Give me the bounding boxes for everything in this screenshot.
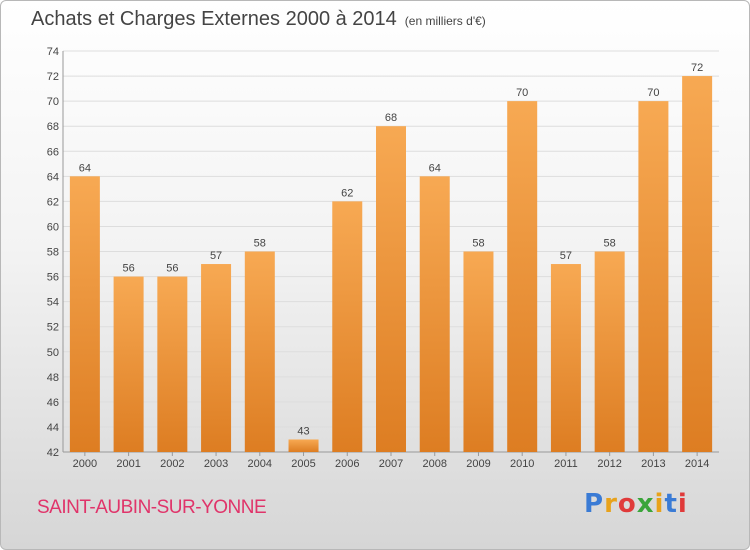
data-label: 70: [516, 87, 528, 99]
y-tick-label: 50: [47, 347, 59, 359]
x-tick-label: 2011: [554, 458, 578, 470]
y-tick-label: 66: [47, 146, 59, 158]
y-tick-label: 70: [47, 96, 59, 108]
y-tick-label: 46: [47, 397, 59, 409]
bar: [201, 264, 232, 452]
y-tick-label: 44: [47, 422, 59, 434]
y-tick-label: 48: [47, 372, 59, 384]
data-label: 58: [604, 238, 616, 250]
logo-letter: t: [664, 489, 678, 519]
bar: [594, 251, 625, 452]
y-tick-label: 52: [47, 322, 59, 334]
chart-title: Achats et Charges Externes 2000 à 2014 (e…: [31, 8, 486, 31]
y-tick-label: 54: [47, 297, 59, 309]
bar: [244, 251, 275, 452]
logo-letter: x: [636, 489, 655, 519]
data-label: 64: [79, 162, 91, 174]
x-tick-label: 2010: [510, 458, 534, 470]
data-label: 62: [341, 187, 353, 199]
logo-letter: o: [617, 489, 637, 519]
x-tick-label: 2005: [291, 458, 315, 470]
data-label: 70: [647, 87, 659, 99]
data-label: 64: [429, 162, 441, 174]
data-label: 57: [210, 250, 222, 262]
y-tick-label: 62: [47, 196, 59, 208]
x-tick-label: 2014: [685, 458, 709, 470]
y-tick-label: 60: [47, 221, 59, 233]
bar: [157, 276, 188, 452]
x-tick-label: 2013: [641, 458, 665, 470]
logo-letter: i: [654, 489, 665, 519]
y-tick-label: 56: [47, 272, 59, 284]
bar: [69, 176, 100, 452]
data-label: 56: [122, 263, 134, 275]
x-tick-label: 2003: [204, 458, 228, 470]
commune-name: SAINT-AUBIN-SUR-YONNE: [37, 497, 267, 518]
x-tick-label: 2001: [116, 458, 140, 470]
data-label: 72: [691, 62, 703, 74]
data-label: 68: [385, 112, 397, 124]
bar: [332, 201, 363, 452]
y-tick-label: 74: [47, 46, 59, 58]
x-tick-label: 2007: [379, 458, 403, 470]
bar: [463, 251, 494, 452]
x-tick-label: 2008: [422, 458, 446, 470]
chart-subtitle: (en milliers d'€): [404, 14, 486, 28]
y-tick-label: 42: [47, 447, 59, 459]
bar: [288, 439, 319, 452]
bar: [113, 276, 144, 452]
bar: [550, 264, 581, 452]
bar: [376, 126, 406, 452]
y-tick-label: 72: [47, 71, 59, 83]
data-label: 56: [166, 263, 178, 275]
data-label: 43: [297, 425, 309, 437]
bar: [638, 101, 669, 452]
y-tick-label: 64: [47, 171, 59, 183]
x-tick-label: 2004: [248, 458, 272, 470]
logo-letter: r: [604, 489, 618, 519]
y-tick-label: 58: [47, 247, 59, 259]
bar: [507, 101, 538, 452]
x-tick-label: 2006: [335, 458, 359, 470]
data-label: 57: [560, 250, 572, 262]
bar: [419, 176, 450, 452]
logo-letter: i: [677, 489, 688, 519]
logo-letter: P: [584, 489, 605, 519]
x-tick-label: 2000: [73, 458, 97, 470]
x-tick-label: 2009: [466, 458, 490, 470]
data-label: 58: [472, 238, 484, 250]
y-tick-label: 68: [47, 121, 59, 133]
x-tick-label: 2002: [160, 458, 184, 470]
bar: [682, 76, 713, 452]
chart-title-text: Achats et Charges Externes 2000 à 2014: [31, 8, 397, 30]
proxiti-logo: Proxiti: [584, 489, 688, 519]
x-tick-label: 2012: [597, 458, 621, 470]
data-label: 58: [254, 238, 266, 250]
